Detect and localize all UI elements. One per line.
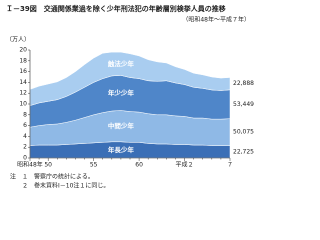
y-tick-label: 2	[23, 144, 27, 151]
x-tick-label: 昭和48年	[17, 161, 43, 169]
page: {"chart_data":{"type":"stacked-area", "t…	[6, 4, 255, 190]
x-tick-label: ７	[227, 162, 233, 169]
value-label: 22,725	[233, 148, 254, 155]
area	[29, 51, 231, 106]
value-label: 22,888	[233, 80, 254, 87]
note: ２ 巻末資料Ⅰ－10注１に同じ。	[22, 182, 109, 190]
y-tick-label: 14	[19, 79, 27, 86]
value-label: 53,449	[233, 101, 254, 108]
y-axis-label: （万人）	[6, 37, 30, 44]
value-label: 50,075	[233, 129, 254, 136]
x-tick-label: 平成２	[176, 161, 194, 169]
series-label: 年長少年	[108, 145, 135, 154]
y-tick-label: 16	[19, 68, 27, 75]
note: 注 １ 警察庁の統計による。	[10, 173, 94, 181]
series-label: 触法少年	[107, 59, 135, 68]
y-tick-label: 20	[19, 47, 27, 54]
chart-title: Ｉ－39図 交通関係業過を除く少年刑法犯の年齢層別検挙人員の推移	[6, 4, 226, 13]
x-tick-label: 50	[44, 162, 52, 169]
y-tick-label: 8	[23, 111, 27, 118]
chart: Ｉ－39図 交通関係業過を除く少年刑法犯の年齢層別検挙人員の推移 （昭和48年～…	[6, 4, 254, 190]
series-label: 中間少年	[108, 121, 135, 130]
x-tick-label: 55	[90, 162, 98, 169]
x-tick-label: 60	[135, 162, 143, 169]
y-tick-label: 6	[23, 122, 27, 129]
series-label: 年少少年	[108, 88, 135, 97]
y-tick-label: 18	[19, 57, 27, 64]
y-tick-label: 12	[19, 90, 27, 97]
y-tick-label: 4	[23, 133, 27, 140]
chart-subtitle: （昭和48年～平成７年）	[182, 16, 250, 24]
y-tick-label: 0	[23, 155, 27, 162]
y-tick-label: 10	[19, 101, 27, 108]
